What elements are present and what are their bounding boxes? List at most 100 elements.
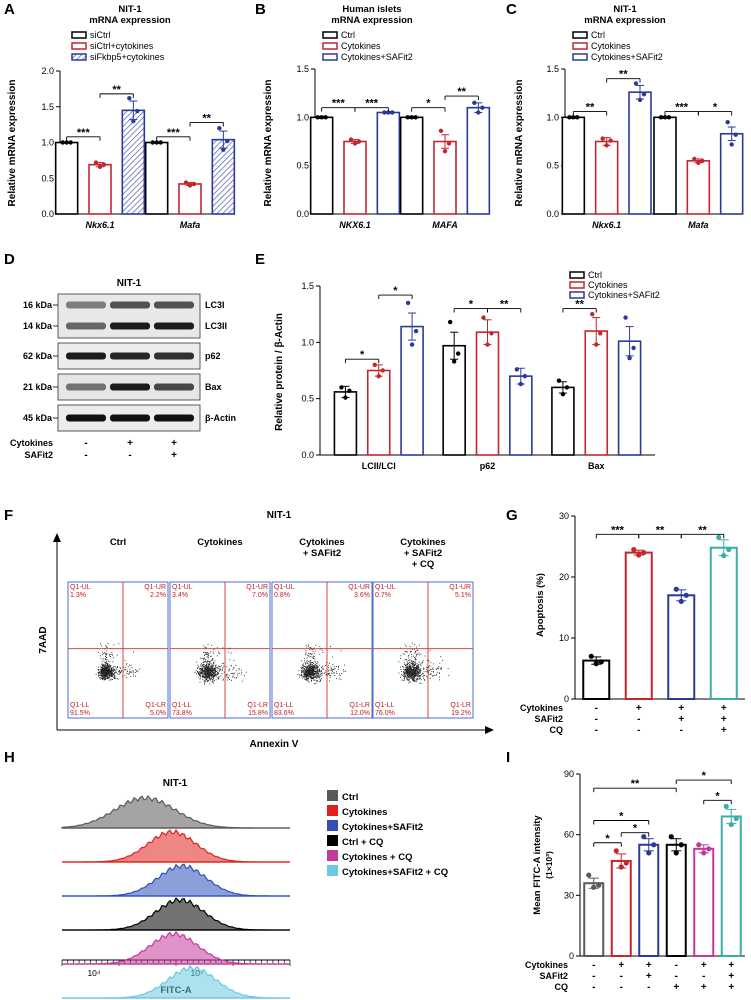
flow-dot (109, 673, 111, 675)
flow-quadrant-value: 5.1% (455, 592, 471, 599)
flow-dot (202, 674, 203, 676)
flow-dot (343, 670, 345, 672)
flow-dot (126, 671, 128, 672)
flow-dot (301, 674, 303, 676)
flow-dot (210, 673, 212, 675)
flow-dot (215, 679, 217, 681)
flow-dot (104, 671, 106, 673)
flow-dot (204, 655, 205, 657)
flow-dot (205, 660, 207, 662)
panel-H-legend-label: Cytokines+SAFit2 + CQ (342, 867, 448, 878)
flow-dot (102, 675, 104, 677)
panel-I-sig-label: * (715, 790, 720, 802)
flow-dot (213, 678, 214, 680)
flow-dot (315, 650, 317, 652)
flow-dot (407, 668, 409, 670)
flow-dot (417, 667, 418, 669)
flow-dot (204, 668, 206, 670)
flow-dot (411, 648, 413, 650)
flow-dot (344, 664, 346, 666)
panel-E-point (376, 373, 381, 379)
panel-C-legend-label: Cytokines+SAFit2 (591, 52, 663, 62)
flow-dot (209, 677, 211, 679)
flow-dot (418, 652, 420, 654)
flow-dot (106, 672, 108, 674)
flow-dot (314, 652, 315, 654)
flow-dot (216, 673, 218, 675)
flow-dot (419, 670, 421, 672)
flow-dot (404, 679, 406, 681)
flow-dot (131, 671, 133, 673)
flow-dot (307, 654, 309, 656)
flow-dot (107, 672, 108, 674)
flow-dot (307, 675, 309, 677)
flow-dot (200, 663, 202, 665)
flow-dot (428, 665, 430, 667)
flow-dot (304, 674, 306, 676)
flow-dot (102, 676, 104, 678)
flow-dot (203, 665, 205, 667)
flow-dot (104, 678, 106, 679)
flow-dot (410, 666, 412, 668)
flow-dot (211, 669, 213, 670)
panel-H-legend-swatch (327, 850, 338, 861)
flow-dot (325, 665, 327, 666)
flow-dot (419, 663, 421, 665)
flow-dot (103, 678, 105, 680)
flow-dot (209, 671, 211, 673)
flow-dot (201, 664, 203, 666)
panel-G-point (683, 592, 689, 598)
flow-dot (315, 677, 317, 678)
panel-B-point (382, 110, 387, 115)
flow-dot (105, 675, 107, 677)
flow-dot (194, 672, 196, 673)
flow-dot (336, 678, 337, 679)
flow-dot (311, 649, 313, 650)
flow-dot (410, 667, 412, 669)
flow-dot (100, 678, 102, 679)
flow-dot (304, 670, 306, 672)
flow-dot (210, 660, 212, 662)
flow-dot (424, 655, 426, 657)
panel-I-condition-sign: + (728, 971, 734, 982)
flow-dot (106, 671, 108, 673)
flow-dot (103, 675, 105, 676)
flow-dot (202, 673, 204, 675)
flow-dot (209, 677, 211, 679)
flow-dot (202, 665, 204, 667)
flow-dot (398, 672, 400, 674)
panel-E-point (372, 362, 377, 368)
panel-G-condition-label: Cytokines (520, 703, 563, 713)
flow-dot (415, 658, 417, 660)
panel-G-bar (582, 659, 611, 701)
flow-dot (309, 674, 311, 676)
flow-dot (423, 678, 425, 680)
flow-dot (111, 673, 113, 675)
panel-H-title: NIT-1 (163, 778, 188, 789)
flow-dot (205, 675, 207, 677)
flow-dot (212, 671, 214, 673)
flow-dot (312, 657, 314, 659)
flow-dot (302, 667, 304, 669)
flow-dot (208, 675, 210, 676)
panel-I-point (651, 842, 657, 848)
panel-B-ytick-label: 1.5 (296, 64, 309, 74)
flow-dot (206, 669, 208, 671)
flow-dot (412, 663, 413, 665)
flow-dot (122, 675, 123, 677)
flow-dot (307, 678, 309, 680)
panel-B-ylabel: Relative mRNA expression (263, 80, 274, 207)
flow-dot (106, 666, 108, 668)
flow-dot (339, 673, 341, 675)
flow-dot (310, 666, 312, 668)
flow-dot (304, 663, 306, 665)
flow-dot (408, 664, 410, 666)
panel-C-legend-swatch (572, 31, 588, 39)
flow-dot (130, 675, 132, 677)
panel-I-point (586, 872, 592, 878)
flow-dot (311, 676, 313, 678)
flow-dot (315, 665, 317, 667)
flow-dot (404, 666, 406, 668)
panel-B-sig-label: * (426, 98, 431, 110)
